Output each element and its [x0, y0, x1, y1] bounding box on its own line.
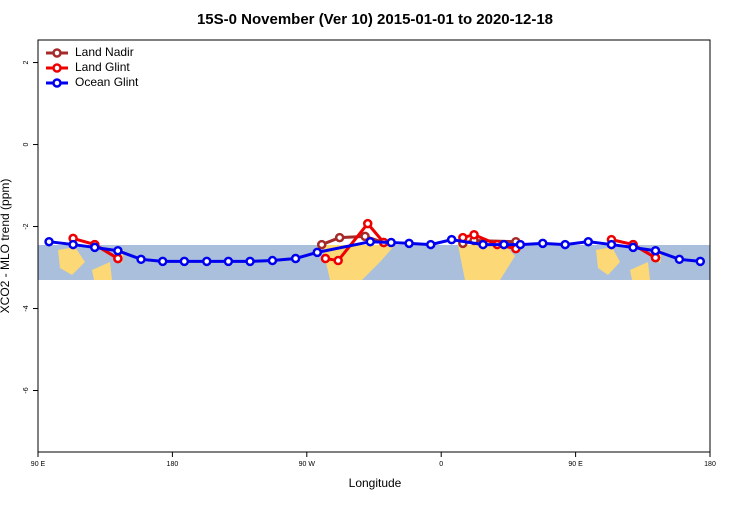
data-point	[446, 234, 457, 245]
y-tick-label: -6	[23, 387, 30, 393]
data-point	[89, 242, 100, 253]
x-axis-label: Longitude	[349, 476, 402, 490]
data-point	[201, 256, 212, 267]
data-point	[674, 254, 685, 265]
data-point	[312, 247, 323, 258]
data-point	[515, 239, 526, 250]
data-point	[386, 237, 396, 248]
data-point	[362, 218, 373, 229]
map-background	[38, 245, 710, 280]
data-point	[560, 239, 570, 250]
data-point	[179, 256, 190, 267]
y-tick-label: -4	[23, 305, 30, 311]
y-axis-label: XCO2 - MLO trend (ppm)	[0, 179, 12, 314]
data-point	[113, 245, 123, 256]
data-point	[606, 239, 617, 250]
data-point	[267, 255, 278, 266]
data-point	[537, 238, 548, 249]
data-point	[404, 238, 414, 249]
plot-frame	[37, 39, 711, 453]
data-point	[157, 256, 168, 267]
data-point	[478, 239, 488, 250]
x-tick-label: 180	[704, 461, 716, 468]
data-point	[333, 255, 343, 266]
data-point	[499, 239, 509, 250]
data-point	[469, 229, 479, 240]
x-tick-label: 90 E	[31, 461, 46, 468]
x-tick-label: 90 E	[568, 461, 583, 468]
legend-label: Land Glint	[75, 60, 130, 74]
data-point	[316, 239, 327, 250]
y-tick-label: 0	[23, 142, 30, 146]
data-point	[320, 253, 331, 264]
y-tick-label: 2	[23, 61, 30, 65]
data-point	[136, 254, 146, 265]
chart-title: 15S-0 November (Ver 10) 2015-01-01 to 20…	[197, 11, 553, 28]
data-point	[68, 239, 78, 250]
data-point	[245, 256, 255, 267]
data-point	[628, 242, 638, 253]
data-point	[360, 231, 370, 242]
data-point	[583, 236, 594, 247]
legend-label: Ocean Glint	[75, 75, 139, 89]
data-point	[113, 253, 123, 264]
legend-marker	[52, 63, 62, 73]
legend-marker	[52, 48, 62, 58]
data-point	[365, 236, 376, 247]
data-point	[425, 239, 436, 250]
data-point	[44, 236, 54, 247]
series-line	[325, 221, 385, 263]
data-point	[290, 253, 301, 264]
x-tick-label: 180	[167, 461, 179, 468]
data-point	[334, 232, 345, 243]
data-point	[650, 245, 661, 256]
legend-label: Land Nadir	[75, 45, 134, 59]
data-point	[223, 256, 234, 267]
y-tick-label: -2	[23, 223, 30, 229]
x-tick-label: 90 W	[299, 461, 316, 468]
legend-marker	[52, 78, 62, 88]
data-point	[695, 256, 706, 267]
x-tick-label: 0	[439, 461, 443, 468]
